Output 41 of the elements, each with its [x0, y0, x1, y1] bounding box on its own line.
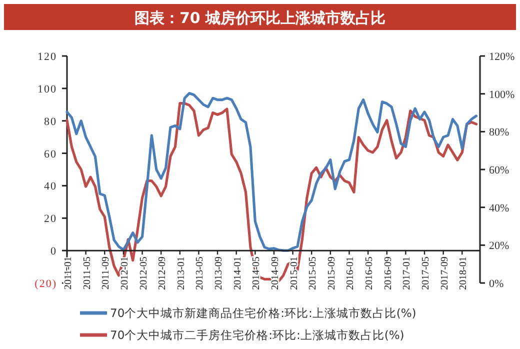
- y-tick-label: 20: [44, 213, 57, 226]
- y-tick-label: (20): [34, 278, 57, 290]
- y2-tick-label: 60%: [489, 164, 510, 176]
- legend-label: 70个大中城市二手房住宅价格:环比:上涨城市数占比(%): [110, 328, 404, 342]
- x-tick-label: 2013-09: [214, 256, 225, 290]
- x-tick-label: 2012-09: [157, 256, 168, 290]
- y2-tick-label: 120%: [489, 51, 515, 63]
- x-tick-label: 2011-05: [82, 256, 93, 290]
- legend-label: 70个大中城市新建商品住宅价格:环比:上涨城市数占比(%): [110, 306, 416, 320]
- x-tick-label: 2015-05: [308, 256, 319, 290]
- y-tick-label: 0: [50, 246, 57, 258]
- x-tick-label: 2013-01: [176, 256, 187, 290]
- x-tick-label: 2014-01: [232, 256, 244, 290]
- chart-title: 图表：70 城房价环比上涨城市数占比: [134, 9, 386, 27]
- y-tick-label: 60: [44, 148, 57, 160]
- y2-tick-label: 80%: [489, 126, 510, 139]
- x-tick-label: 2015-09: [326, 256, 338, 290]
- y2-tick-label: 20%: [489, 240, 510, 252]
- x-tick-label: 2017-05: [420, 256, 432, 290]
- y-tick-label: 40: [44, 180, 57, 193]
- line-series: [66, 92, 478, 252]
- x-tick-label: 2011-09: [100, 256, 112, 290]
- x-tick-label: 2014-05: [251, 256, 262, 290]
- y-tick-label: 100: [38, 83, 57, 96]
- x-tick-label: 2013-05: [194, 256, 206, 290]
- x-tick-label: 2016-09: [382, 256, 394, 290]
- x-tick-label: 2012-01: [119, 256, 130, 290]
- x-tick-label: 2011-01: [63, 256, 74, 290]
- x-tick-label: 2017-01: [402, 256, 413, 290]
- x-tick-label: 2014-09: [270, 256, 281, 290]
- x-tick-label: 2017-09: [439, 256, 450, 290]
- y2-tick-label: 100%: [489, 88, 515, 101]
- x-tick-label: 2015-01: [288, 256, 300, 290]
- y-tick-label: 120: [38, 51, 57, 63]
- y2-tick-label: 0%: [489, 278, 504, 290]
- x-tick-label: 2018-01: [458, 256, 470, 290]
- y2-tick-label: 40%: [489, 202, 510, 214]
- x-tick-label: 2012-05: [138, 256, 150, 290]
- x-tick-label: 2016-05: [364, 256, 376, 290]
- x-tick-label: 2016-01: [345, 256, 356, 290]
- y-tick-label: 80: [44, 116, 57, 128]
